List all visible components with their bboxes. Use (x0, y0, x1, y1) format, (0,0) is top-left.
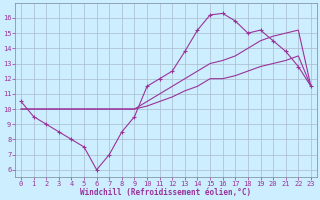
X-axis label: Windchill (Refroidissement éolien,°C): Windchill (Refroidissement éolien,°C) (80, 188, 252, 197)
